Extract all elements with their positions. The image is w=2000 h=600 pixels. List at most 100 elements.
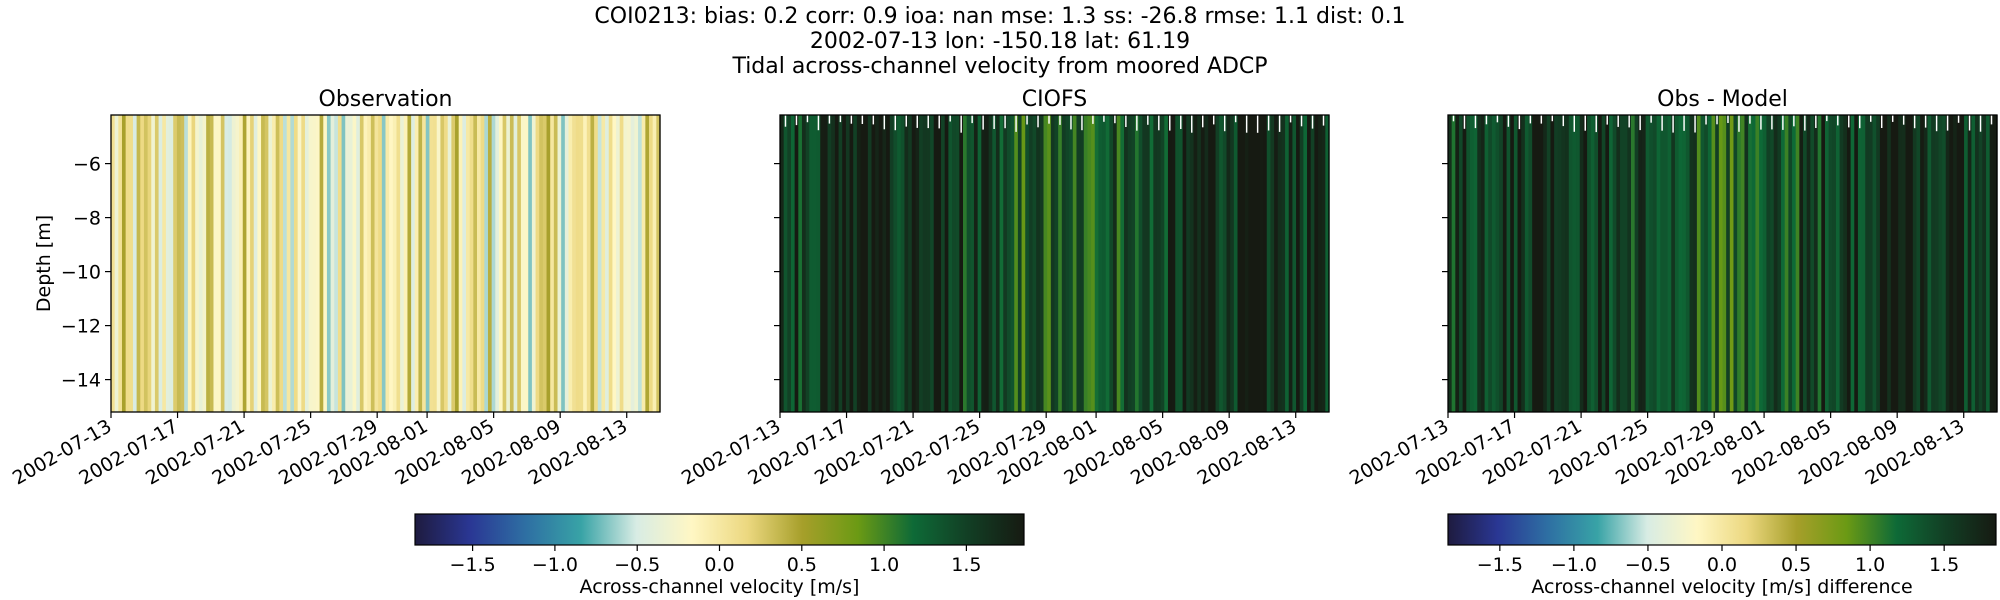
heatmap-cell bbox=[381, 115, 387, 412]
heatmap-cell bbox=[634, 115, 639, 412]
heatmap-cell bbox=[1065, 115, 1070, 412]
heatmap-cell bbox=[605, 115, 610, 412]
missing-data-cell bbox=[1848, 115, 1850, 128]
missing-data-cell bbox=[1311, 115, 1314, 129]
heatmap-cell bbox=[1469, 115, 1475, 412]
heatmap-cell bbox=[1146, 115, 1151, 412]
heatmap-cell bbox=[458, 115, 463, 412]
heatmap-cell bbox=[1576, 115, 1581, 412]
heatmap-cell bbox=[1189, 115, 1195, 412]
heatmap-cell bbox=[790, 115, 796, 412]
heatmap-cell bbox=[1491, 115, 1497, 412]
heatmap-cell bbox=[1480, 115, 1486, 412]
colorbar-velocity-difference: −1.5 −1.0 −0.5 0.0 0.5 1.0 1.5 Across-channel v… bbox=[1447, 513, 1997, 598]
heatmap-cell bbox=[1167, 115, 1173, 412]
missing-data-cell bbox=[1924, 115, 1927, 128]
heatmap-cell bbox=[1751, 115, 1757, 412]
colorbar-tick-label: −1.5 bbox=[1477, 554, 1523, 576]
heatmap-cell bbox=[370, 115, 376, 412]
heatmap-cell bbox=[1916, 115, 1921, 412]
heatmap-cell bbox=[451, 115, 456, 412]
missing-data-cell bbox=[1705, 115, 1707, 125]
heatmap-cell bbox=[553, 115, 559, 412]
heatmap-cell bbox=[1759, 115, 1764, 412]
heatmap-cell bbox=[619, 115, 624, 412]
missing-data-cell bbox=[1180, 115, 1182, 129]
heatmap-cell bbox=[1561, 115, 1566, 412]
heatmap-cell bbox=[1094, 115, 1100, 412]
missing-data-cell bbox=[1946, 115, 1949, 131]
heatmap-cell bbox=[564, 115, 570, 412]
heatmap-cell bbox=[147, 115, 152, 412]
heatmap-cell bbox=[502, 115, 507, 412]
missing-data-cell bbox=[894, 115, 897, 131]
heatmap-cell bbox=[217, 115, 222, 412]
heatmap-cell bbox=[1696, 115, 1702, 412]
heatmap-cell bbox=[411, 115, 416, 412]
heatmap-cell bbox=[616, 115, 621, 412]
heatmap-cell bbox=[477, 115, 482, 412]
heatmap-cell bbox=[220, 115, 226, 412]
missing-data-cell bbox=[1191, 115, 1193, 133]
colorbar-tick-label: −1.5 bbox=[450, 554, 496, 576]
axes-frame bbox=[779, 114, 1330, 413]
heatmap-cell bbox=[418, 115, 423, 412]
heatmap-cell bbox=[169, 115, 174, 412]
heatmap-cell bbox=[1230, 115, 1235, 412]
figure-title-location: 2002-07-13 lon: -150.18 lat: 61.19 bbox=[810, 29, 1190, 54]
heatmap-cell bbox=[1274, 115, 1279, 412]
heatmap-cell bbox=[151, 115, 156, 412]
heatmap-cell bbox=[1689, 115, 1694, 412]
heatmap-cell bbox=[352, 115, 357, 412]
heatmap-cell bbox=[228, 115, 233, 412]
heatmap-cell bbox=[1050, 115, 1056, 412]
missing-data-cell bbox=[1584, 115, 1586, 131]
heatmap-cell bbox=[184, 115, 189, 412]
heatmap-cell bbox=[561, 115, 566, 412]
heatmap-cell bbox=[1726, 115, 1731, 412]
heatmap-cell bbox=[275, 115, 280, 412]
missing-data-cell bbox=[916, 115, 918, 128]
heatmap-cell bbox=[575, 115, 581, 412]
heatmap-cell bbox=[235, 115, 240, 412]
colorbar-tick-label: −0.5 bbox=[614, 554, 660, 576]
heatmap-cell bbox=[860, 115, 865, 412]
heatmap-cell bbox=[1620, 115, 1625, 412]
heatmap-cell bbox=[246, 115, 251, 412]
heatmap-cell bbox=[1233, 115, 1239, 412]
missing-data-cell bbox=[1147, 115, 1149, 125]
heatmap-cell bbox=[812, 115, 818, 412]
heatmap-cell bbox=[1014, 115, 1019, 412]
heatmap-cell bbox=[1513, 115, 1519, 412]
heatmap-cell bbox=[1241, 115, 1246, 412]
missing-data-cell bbox=[1485, 115, 1488, 125]
heatmap-cell bbox=[1711, 115, 1716, 412]
heatmap-cell bbox=[1857, 115, 1863, 412]
missing-data-cell bbox=[1880, 115, 1883, 128]
heatmap-cell bbox=[1102, 115, 1107, 412]
heatmap-cell bbox=[264, 115, 269, 412]
missing-data-cell bbox=[1760, 115, 1762, 130]
heatmap-cell bbox=[1934, 115, 1940, 412]
heatmap-cell bbox=[798, 115, 803, 412]
heatmap-cell bbox=[930, 115, 935, 412]
heatmap-cell bbox=[1036, 115, 1041, 412]
y-tick-label: −6 bbox=[73, 154, 101, 176]
heatmap-cell bbox=[473, 115, 478, 412]
heatmap-cell bbox=[242, 115, 248, 412]
heatmap-cell bbox=[1883, 115, 1888, 412]
heatmap-cell bbox=[1744, 115, 1749, 412]
heatmap-cell bbox=[165, 115, 171, 412]
heatmap-cell bbox=[1054, 115, 1059, 412]
missing-data-cell bbox=[1474, 115, 1477, 129]
missing-data-cell bbox=[828, 115, 831, 124]
heatmap-cell bbox=[1083, 115, 1089, 412]
heatmap-cell bbox=[1252, 115, 1257, 412]
heatmap-cell bbox=[1208, 115, 1213, 412]
heatmap-cell bbox=[1605, 115, 1610, 412]
missing-data-cell bbox=[806, 115, 809, 123]
heatmap-cell bbox=[1448, 115, 1453, 412]
heatmap-cell bbox=[1105, 115, 1110, 412]
heatmap-cell bbox=[1197, 115, 1202, 412]
